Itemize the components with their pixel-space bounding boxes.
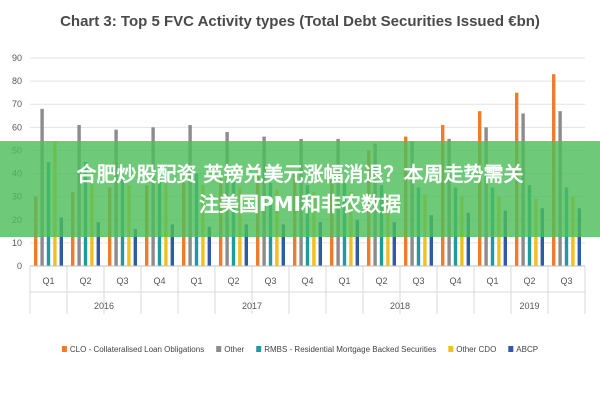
year-label: 2019 bbox=[519, 301, 539, 311]
bar bbox=[281, 224, 285, 266]
bar bbox=[429, 215, 433, 266]
bar bbox=[96, 222, 100, 266]
legend: CLO - Collateralised Loan Obligations Oth… bbox=[61, 345, 538, 354]
x-tick-label: Q4 bbox=[449, 276, 461, 286]
x-axis: Q1 Q2 Q3 Q4 Q1 Q2 Q3 Q4 Q1 Q2 Q3 Q4 Q1 Q2 Q3 2016 2017 20… bbox=[29, 265, 586, 314]
legend-swatch bbox=[61, 346, 67, 352]
x-tick-label: Q2 bbox=[375, 276, 387, 286]
year-label: 2016 bbox=[94, 301, 114, 311]
y-tick-label: 60 bbox=[12, 122, 22, 132]
bar bbox=[392, 222, 396, 266]
y-tick-label: 90 bbox=[12, 53, 22, 63]
bar bbox=[244, 224, 248, 266]
x-tick-label: Q1 bbox=[486, 276, 498, 286]
bar bbox=[59, 217, 63, 266]
legend-label: Other CDO bbox=[456, 345, 496, 354]
x-tick-label: Q3 bbox=[116, 276, 128, 286]
legend-swatch bbox=[448, 346, 454, 352]
legend-label: Other bbox=[224, 345, 244, 354]
x-tick-label: Q2 bbox=[79, 276, 91, 286]
x-tick-label: Q1 bbox=[338, 276, 350, 286]
legend-label: RMBS - Residential Mortgage Backed Secur… bbox=[264, 345, 436, 354]
bar bbox=[170, 224, 174, 266]
y-tick-label: 70 bbox=[12, 99, 22, 109]
banner-line-1: 合肥炒股配资 英镑兑美元涨幅消退？本周走势需关 bbox=[76, 162, 524, 186]
overlay-banner: 合肥炒股配资 英镑兑美元涨幅消退？本周走势需关 注美国PMI和非农数据 bbox=[0, 141, 600, 237]
banner-line-2: 注美国PMI和非农数据 bbox=[198, 192, 401, 216]
bar bbox=[503, 210, 507, 266]
x-tick-label: Q4 bbox=[153, 276, 165, 286]
bar bbox=[207, 226, 211, 266]
year-label: 2017 bbox=[242, 301, 262, 311]
legend-label: CLO - Collateralised Loan Obligations bbox=[70, 345, 204, 354]
x-tick-label: Q1 bbox=[42, 276, 54, 286]
x-tick-label: Q3 bbox=[264, 276, 276, 286]
x-tick-label: Q3 bbox=[560, 276, 572, 286]
bar bbox=[133, 229, 137, 266]
y-tick-label: 10 bbox=[12, 238, 22, 248]
legend-label: ABCP bbox=[516, 345, 538, 354]
x-tick-label: Q3 bbox=[412, 276, 424, 286]
y-tick-label: 0 bbox=[17, 261, 22, 271]
legend-swatch bbox=[508, 346, 514, 352]
x-tick-label: Q1 bbox=[190, 276, 202, 286]
year-label: 2018 bbox=[390, 301, 410, 311]
x-tick-label: Q2 bbox=[523, 276, 535, 286]
chart-title: Chart 3: Top 5 FVC Activity types (Total… bbox=[60, 13, 540, 30]
legend-swatch bbox=[216, 346, 222, 352]
legend-swatch bbox=[256, 346, 262, 352]
x-tick-label: Q2 bbox=[227, 276, 239, 286]
bar bbox=[577, 208, 581, 266]
y-tick-label: 80 bbox=[12, 76, 22, 86]
bar bbox=[466, 212, 470, 266]
x-tick-label: Q4 bbox=[301, 276, 313, 286]
bar bbox=[318, 222, 322, 266]
bar bbox=[355, 219, 359, 266]
bar bbox=[540, 208, 544, 266]
